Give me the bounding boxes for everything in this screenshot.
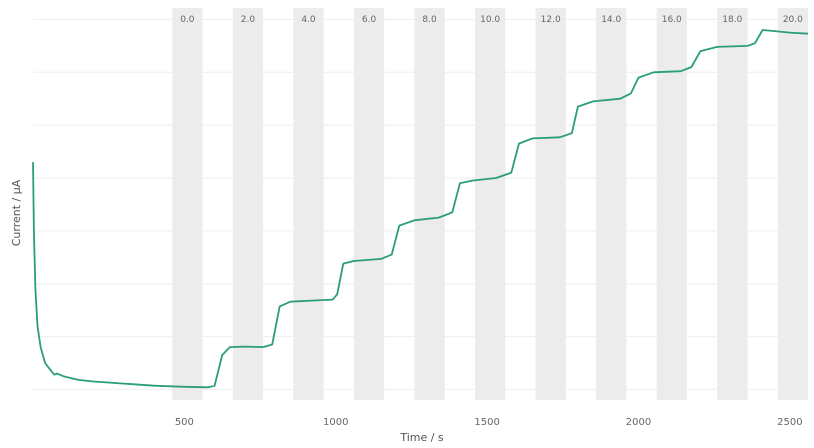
injection-band [656, 8, 687, 400]
band-label: 6.0 [362, 15, 377, 25]
band-label: 16.0 [662, 15, 682, 25]
band-label: 8.0 [422, 15, 437, 25]
injection-band [717, 8, 748, 400]
injection-band [293, 8, 324, 400]
band-label: 12.0 [541, 15, 561, 25]
injection-band [535, 8, 566, 400]
injection-band [414, 8, 445, 400]
injection-bands: 0.0 2.0 4.0 6.0 8.0 10.0 12.0 14.0 16.0 18.0 20.0 [172, 8, 808, 400]
injection-band [353, 8, 385, 400]
data-series [32, 29, 809, 389]
band-label: 4.0 [301, 15, 316, 25]
band-label: 18.0 [722, 15, 742, 25]
series-line [32, 29, 809, 389]
y-axis-title: Current / µA [10, 179, 23, 246]
injection-band [474, 8, 506, 400]
injection-band [172, 8, 203, 400]
band-label: 2.0 [241, 15, 256, 25]
x-tick-label: 500 [175, 417, 194, 428]
band-label: 10.0 [480, 15, 500, 25]
injection-band [232, 8, 264, 400]
band-label: 0.0 [180, 15, 195, 25]
x-tick-label: 1000 [323, 417, 348, 428]
band-label: 20.0 [783, 15, 803, 25]
band-label: 14.0 [601, 15, 621, 25]
x-tick-label: 2000 [626, 417, 651, 428]
x-axis-ticks: 500 1000 1500 2000 2500 [175, 417, 803, 428]
x-tick-label: 2500 [777, 417, 802, 428]
x-axis-title: Time / s [399, 431, 444, 444]
x-tick-label: 1500 [474, 417, 499, 428]
injection-band [596, 8, 627, 400]
injection-band [777, 8, 808, 400]
